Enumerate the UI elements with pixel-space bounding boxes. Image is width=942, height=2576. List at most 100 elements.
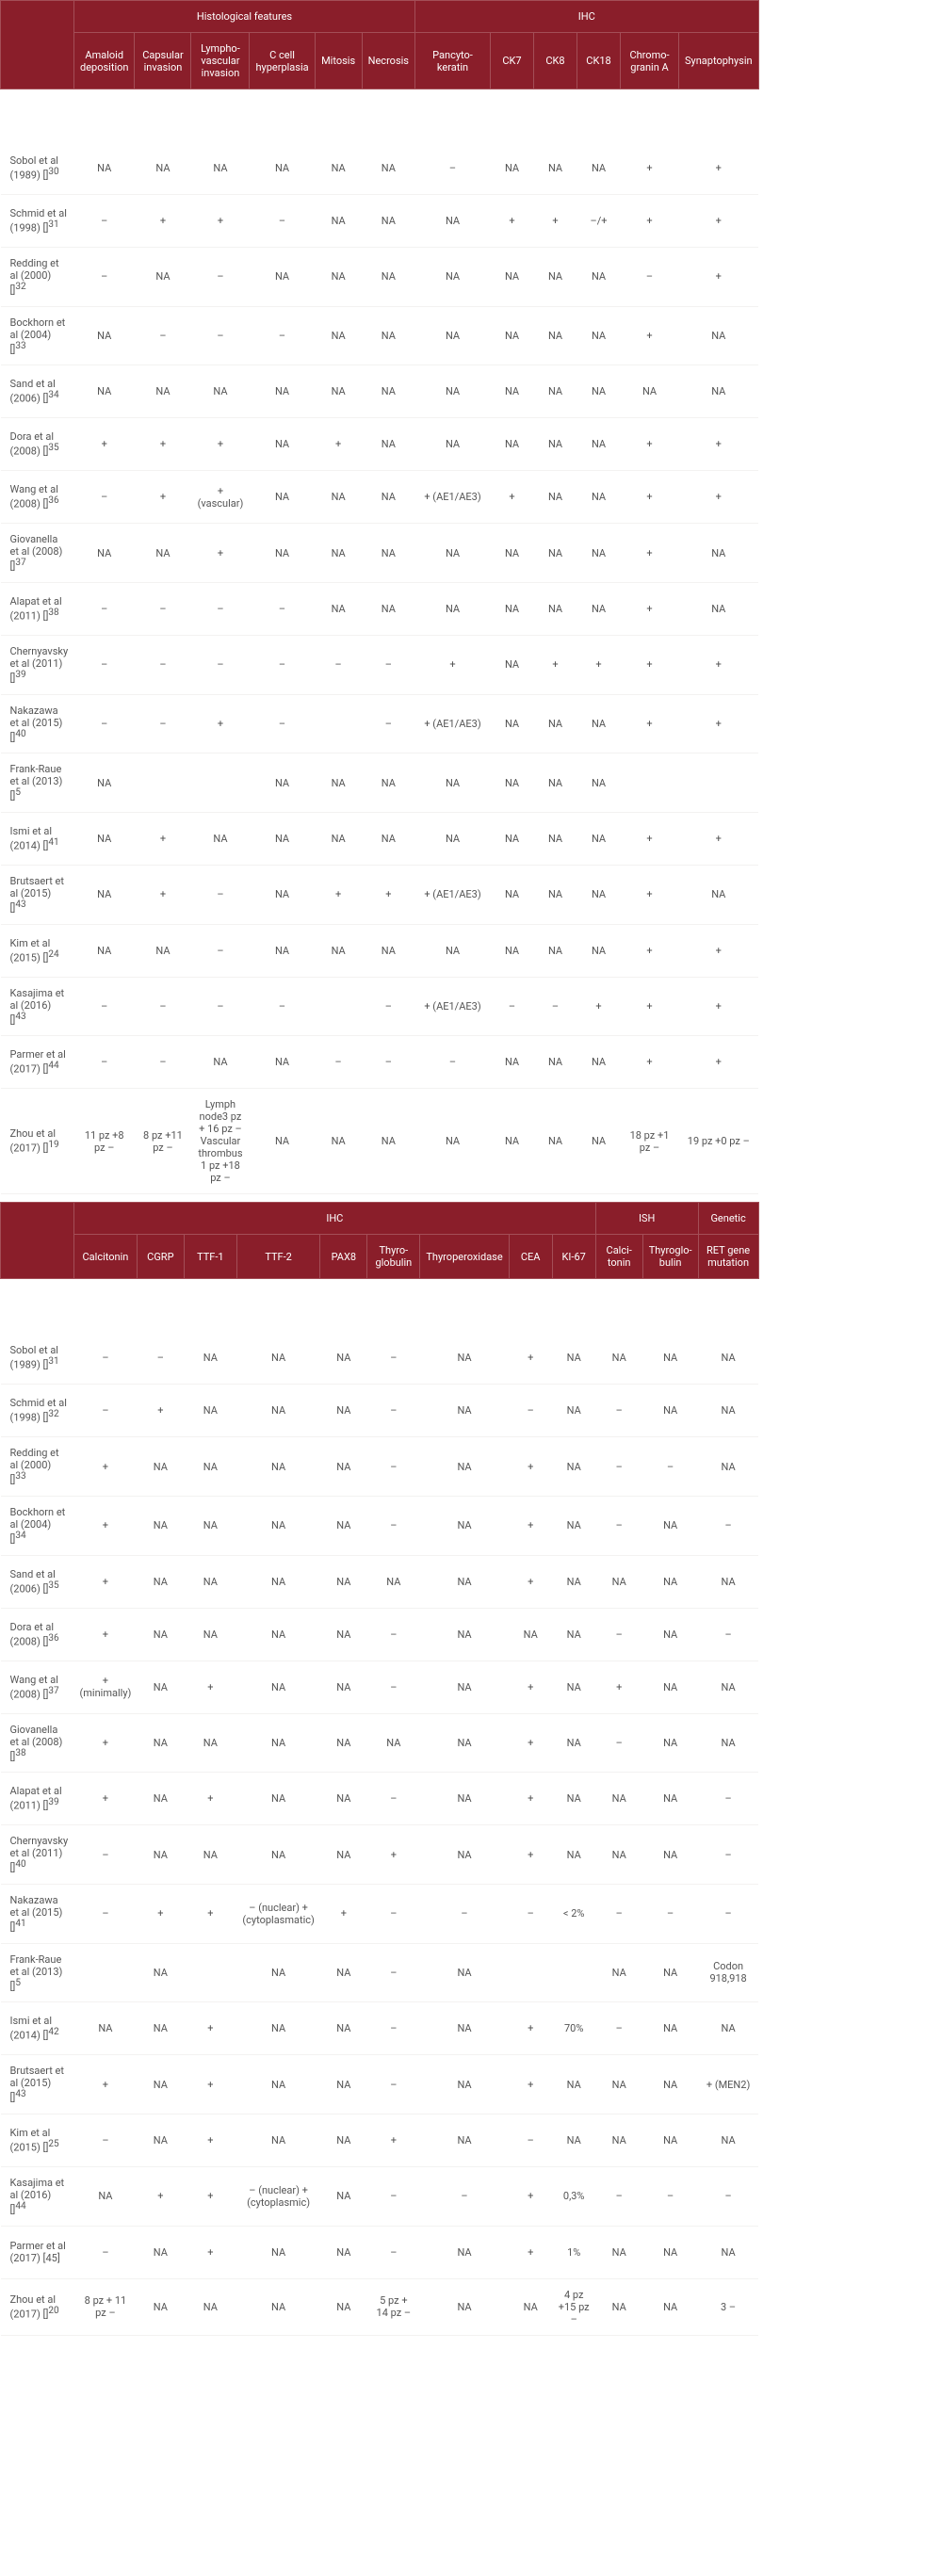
table-cell: + (AE1/AE3) — [415, 694, 491, 753]
table1-column-header: CK18 — [577, 33, 621, 89]
table-cell: – — [698, 1608, 758, 1661]
table-row: Giovanella et al (2008) []37NANA+NANANAN… — [1, 524, 759, 583]
table-cell: NA — [552, 1437, 595, 1497]
table-cell: 4 pz +15 pz – — [552, 2278, 595, 2335]
table-cell: + (MEN2) — [698, 2055, 758, 2114]
table-row: Kasajima et al (2016) []43–––––+ (AE1/AE… — [1, 977, 759, 1036]
table-cell: – — [420, 2166, 509, 2226]
table-cell: – — [367, 2002, 420, 2055]
table-cell: – — [74, 1385, 138, 1437]
table-cell: – — [595, 2002, 642, 2055]
table-cell: + — [679, 142, 759, 195]
row-label: Bockhorn et al (2004) []34 — [1, 1496, 74, 1555]
table1-column-header: Chromo-granin A — [621, 33, 679, 89]
table-cell: NA — [642, 1608, 698, 1661]
table-cell: NA — [315, 365, 362, 418]
reference-superscript: 43 — [15, 899, 25, 910]
table-cell: NA — [74, 812, 135, 865]
table-cell: + — [621, 865, 679, 924]
table-cell: + — [491, 195, 534, 248]
table-cell: NA — [642, 1773, 698, 1825]
table-cell: NA — [642, 1661, 698, 1713]
table-cell: NA — [491, 753, 534, 813]
table-row: Kim et al (2015) []25–NA+NANA+NA–NANANAN… — [1, 2114, 759, 2166]
table-cell: NA — [595, 1943, 642, 2002]
table-row: Bockhorn et al (2004) []33NA–––NANANANAN… — [1, 306, 759, 365]
table-row: Wang et al (2008) []37+ (minimally)NA+NA… — [1, 1661, 759, 1713]
table-cell: – (nuclear) + (cytoplasmic) — [236, 2166, 320, 2226]
table-cell: – — [74, 471, 135, 524]
table-cell: – — [367, 2226, 420, 2278]
table-cell: + — [621, 924, 679, 977]
table-cell: – — [250, 635, 315, 694]
table-cell: + — [621, 418, 679, 471]
table-cell: NA — [415, 418, 491, 471]
table-cell: – — [367, 1884, 420, 1943]
table-cell: NA — [320, 2278, 367, 2335]
table-cell: + — [595, 1661, 642, 1713]
table-cell: NA — [534, 471, 577, 524]
table-cell: + — [621, 471, 679, 524]
reference-superscript: 34 — [48, 390, 58, 400]
table-cell: NA — [491, 694, 534, 753]
row-label: Sand et al (2006) []34 — [1, 365, 74, 418]
table-cell: NA — [250, 365, 315, 418]
table-cell: NA — [552, 1825, 595, 1885]
table-cell: NA — [595, 2055, 642, 2114]
table-cell — [135, 753, 191, 813]
table-cell: NA — [74, 2166, 138, 2226]
table-cell: NA — [137, 2226, 184, 2278]
table-cell: NA — [137, 2002, 184, 2055]
reference-superscript: 41 — [48, 837, 58, 848]
row-label: Sobol et al (1989) []30 — [1, 142, 74, 195]
table-cell: NA — [420, 1555, 509, 1608]
table-cell: – — [698, 1773, 758, 1825]
table-cell: NA — [420, 2055, 509, 2114]
table-cell: NA — [679, 865, 759, 924]
reference-superscript: 20 — [48, 2306, 58, 2316]
table-cell: + (AE1/AE3) — [415, 471, 491, 524]
table-cell: NA — [698, 1437, 758, 1497]
table-cell: NA — [698, 1385, 758, 1437]
table-cell: NA — [420, 1713, 509, 1773]
table-cell: NA — [420, 1332, 509, 1385]
table-cell: – — [135, 1036, 191, 1089]
table-cell: 8 pz + 11 pz – — [74, 2278, 138, 2335]
table-cell: NA — [250, 142, 315, 195]
table-cell: + — [315, 418, 362, 471]
table-cell: – — [74, 195, 135, 248]
table-cell: – — [74, 1036, 135, 1089]
reference-superscript: 41 — [15, 1919, 25, 1929]
table-cell: NA — [362, 248, 414, 307]
table-cell: NA — [552, 1661, 595, 1713]
table-cell: – — [367, 2166, 420, 2226]
table-cell: NA — [250, 1089, 315, 1194]
reference-superscript: 38 — [15, 1748, 25, 1758]
table-row: Sobol et al (1989) []31––NANANA–NA+NANAN… — [1, 1332, 759, 1385]
table-cell: NA — [698, 1332, 758, 1385]
table-cell: + — [184, 1773, 236, 1825]
table-cell: NA — [315, 924, 362, 977]
row-label: Wang et al (2008) []36 — [1, 471, 74, 524]
reference-superscript: 36 — [48, 495, 58, 506]
table-cell: + — [621, 812, 679, 865]
table-cell: + — [315, 865, 362, 924]
reference-superscript: 32 — [48, 1409, 58, 1419]
table-cell: NA — [679, 524, 759, 583]
table2-group-row: IHCISHGenetic — [1, 1203, 759, 1235]
table-cell — [509, 1943, 552, 2002]
table-cell: 5 pz + 14 pz – — [367, 2278, 420, 2335]
table-cell: NA — [577, 471, 621, 524]
table-cell: NA — [250, 248, 315, 307]
table-cell: 70% — [552, 2002, 595, 2055]
table1-container: Histological featuresIHC Amaloid deposit… — [0, 0, 942, 1194]
table-cell: + — [621, 524, 679, 583]
table-cell: NA — [552, 1332, 595, 1385]
table-cell: – — [621, 248, 679, 307]
table-cell: – — [420, 1884, 509, 1943]
table2-column-header: Thyro-globulin — [367, 1235, 420, 1279]
table1-group-header: IHC — [415, 1, 759, 33]
table-cell: + — [679, 248, 759, 307]
row-label: Alapat et al (2011) []39 — [1, 1773, 74, 1825]
table-cell: NA — [191, 365, 250, 418]
